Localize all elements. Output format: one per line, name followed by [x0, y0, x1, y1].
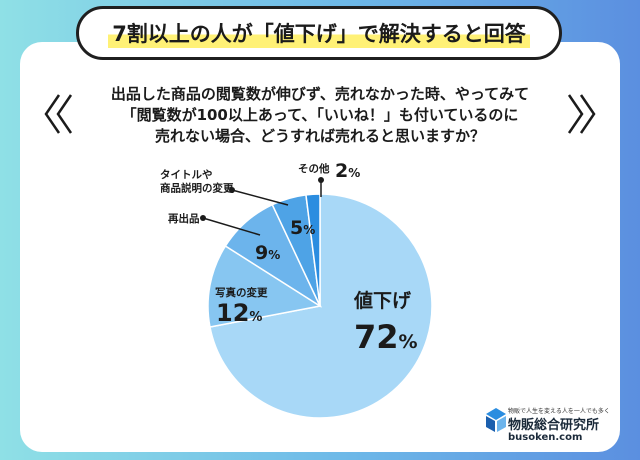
slice-label-3-line-0: タイトルや [160, 169, 213, 181]
slice-label-2: 再出品 [168, 212, 200, 225]
slice-value-3: 5% [290, 217, 315, 239]
slice-label-1: 写真の変更 [215, 286, 268, 299]
leader-dot-2 [200, 215, 206, 221]
pie-slice-1 [207, 244, 323, 328]
pie-slice-4 [305, 193, 321, 307]
slice-label-4: その他 [298, 162, 330, 175]
page-title: 7割以上の人が「値下げ」で解決すると回答 [108, 18, 530, 48]
percent-sign: % [348, 166, 360, 180]
logo-tagline: 物販で人生を変える人を一人でも多く [508, 408, 610, 415]
percent-sign: % [399, 331, 418, 353]
chevron-right-icon [567, 94, 596, 134]
percent-sign: % [268, 248, 280, 262]
slice-label-0: 値下げ [353, 290, 412, 312]
question-line-1: 出品した商品の閲覧数が伸びず、売れなかった時、やってみて [110, 85, 530, 103]
logo-name: 物販総合研究所 [508, 418, 600, 433]
slice-label-3-line-1: 商品説明の変更 [160, 182, 234, 195]
slice-value-2: 9% [255, 242, 280, 264]
slice-value-1: 12% [216, 299, 262, 327]
leader-dot-4 [318, 177, 324, 183]
question-line-2: 「閲覧数が100以上あって、「いいね！」も付いているのに [121, 106, 519, 124]
slice-value-4: 2% [335, 160, 360, 182]
leader-line-3 [231, 189, 289, 206]
logo-url: busoken.com [508, 432, 583, 443]
question-line-3: 売れない場合、どうすれば売れると思いますか？ [154, 127, 485, 145]
leader-line-2 [202, 217, 261, 236]
leader-dot-3 [229, 187, 235, 193]
company-logo-icon [486, 408, 506, 432]
percent-sign: % [249, 310, 262, 325]
question-text: 出品した商品の閲覧数が伸びず、売れなかった時、やってみて 「閲覧数が100以上あ… [80, 84, 560, 147]
title-banner: 7割以上の人が「値下げ」で解決すると回答 [76, 6, 562, 60]
chevron-left-icon [44, 94, 73, 134]
percent-sign: % [303, 223, 315, 237]
